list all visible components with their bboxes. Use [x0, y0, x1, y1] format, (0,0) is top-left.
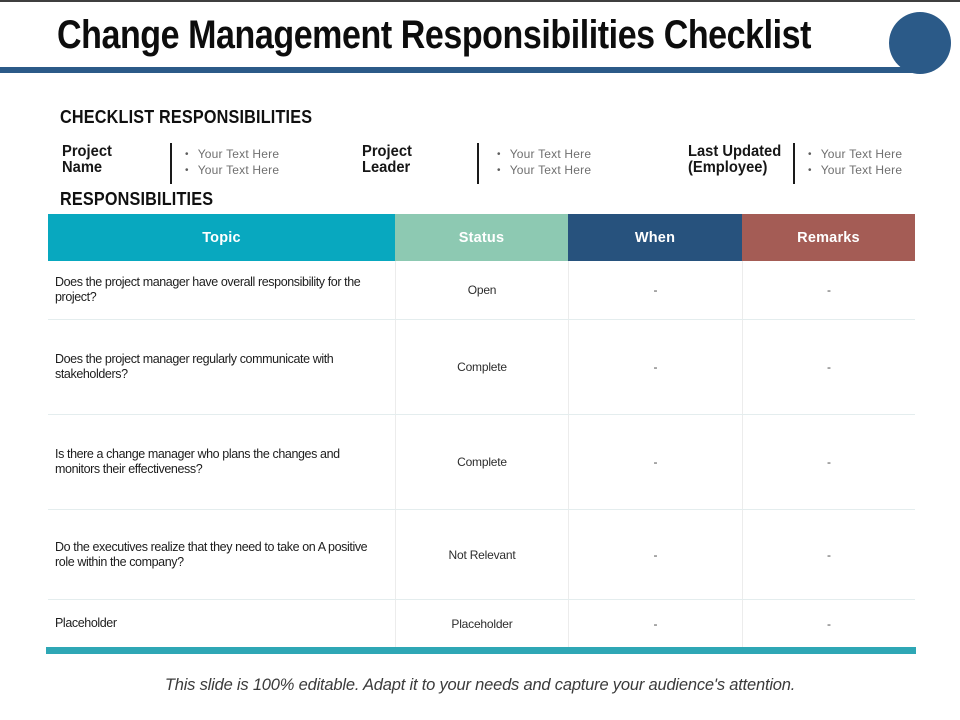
cell-remarks: - — [742, 261, 915, 319]
cell-when: - — [568, 320, 742, 414]
field-label-project-name: Project Name — [62, 144, 112, 176]
cell-topic: Placeholder — [55, 616, 117, 630]
cell-topic: Does the project manager regularly commu… — [55, 352, 334, 381]
cell-status: Placeholder — [395, 600, 568, 647]
bullet-item: Your Text Here — [808, 163, 902, 179]
cell-status: Not Relevant — [395, 510, 568, 599]
cell-topic: Do the executives realize that they need… — [55, 539, 368, 569]
table-row: Does the project manager have overall re… — [48, 261, 915, 319]
cell-when: - — [568, 510, 742, 599]
cell-status: Complete — [395, 415, 568, 509]
cell-remarks: - — [742, 600, 915, 647]
cell-when: - — [568, 600, 742, 647]
header-cell-status: Status — [395, 214, 568, 261]
field-label-project-leader: Project Leader — [362, 144, 412, 176]
responsibilities-table: Topic Status When Remarks Does the proje… — [48, 214, 915, 647]
bullet-list: Your Text Here Your Text Here — [808, 147, 902, 179]
cell-status: Complete — [395, 320, 568, 414]
cell-remarks: - — [742, 510, 915, 599]
page-title: Change Management Responsibilities Check… — [57, 13, 812, 57]
table-row: Do the executives realize that they need… — [48, 509, 915, 599]
table-header-row: Topic Status When Remarks — [48, 214, 915, 261]
field-divider — [170, 143, 172, 184]
header-cell-topic: Topic — [48, 214, 395, 261]
responsibilities-heading: RESPONSIBILITIES — [60, 189, 214, 209]
footer-note: This slide is 100% editable. Adapt it to… — [164, 676, 796, 694]
cell-topic: Is there a change manager who plans the … — [55, 447, 340, 476]
cell-remarks: - — [742, 415, 915, 509]
bullet-item: Your Text Here — [185, 163, 279, 179]
cell-topic: Does the project manager have overall re… — [55, 275, 361, 304]
header-cell-when: When — [568, 214, 742, 261]
bottom-accent-bar — [46, 647, 916, 654]
field-label-line: Project — [362, 143, 412, 160]
field-label-last-updated: Last Updated (Employee) — [688, 144, 781, 176]
header-cell-remarks: Remarks — [742, 214, 915, 261]
table-row: Is there a change manager who plans the … — [48, 414, 915, 509]
cell-status: Open — [395, 261, 568, 319]
title-accent-rule — [0, 67, 921, 73]
bullet-list: Your Text Here Your Text Here — [497, 147, 591, 179]
field-label-line: Last Updated — [688, 143, 782, 160]
bullet-item: Your Text Here — [497, 147, 591, 163]
field-label-line: Leader — [362, 159, 411, 176]
checklist-heading: CHECKLIST RESPONSIBILITIES — [60, 107, 313, 127]
table-row: Does the project manager regularly commu… — [48, 319, 915, 414]
cell-when: - — [568, 415, 742, 509]
bullet-item: Your Text Here — [808, 147, 902, 163]
table-row: Placeholder Placeholder - - — [48, 599, 915, 647]
accent-circle-icon — [889, 12, 951, 74]
bullet-item: Your Text Here — [497, 163, 591, 179]
bullet-item: Your Text Here — [185, 147, 279, 163]
cell-when: - — [568, 261, 742, 319]
cell-remarks: - — [742, 320, 915, 414]
field-divider — [793, 143, 795, 184]
field-label-line: Name — [62, 159, 103, 176]
bullet-list: Your Text Here Your Text Here — [185, 147, 279, 179]
field-label-line: (Employee) — [688, 159, 768, 176]
field-label-line: Project — [62, 143, 112, 160]
field-divider — [477, 143, 479, 184]
